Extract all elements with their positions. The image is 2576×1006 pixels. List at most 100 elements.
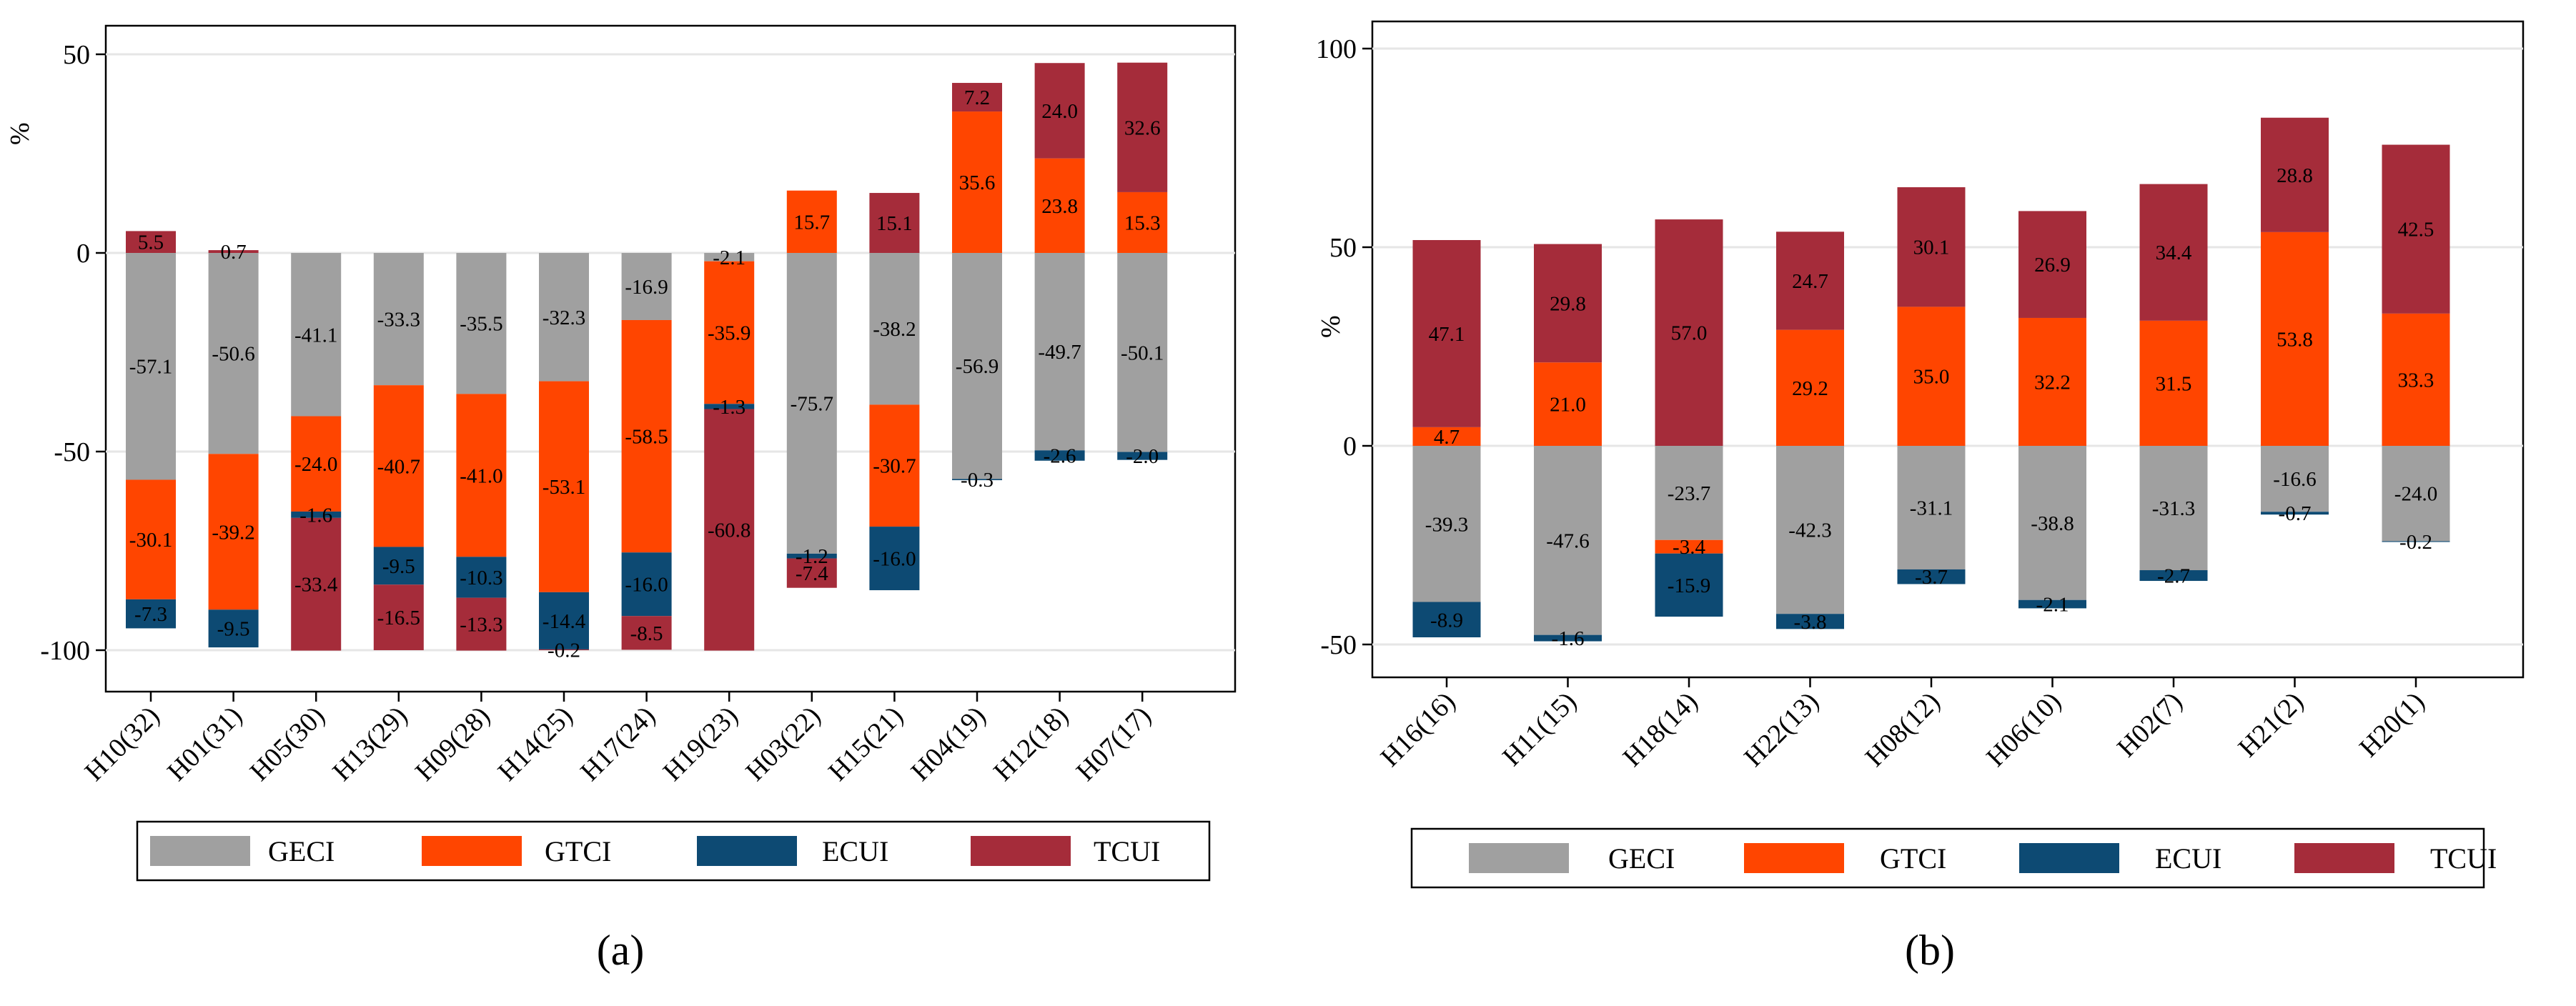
x-tick-label: H05(30) [244, 701, 331, 787]
bar-geci [2018, 446, 2086, 600]
y-axis-label: % [1316, 315, 1346, 338]
y-tick-label: -50 [1320, 630, 1357, 660]
data-label: -3.4 [1673, 536, 1705, 559]
bar-geci [786, 253, 837, 554]
y-axis-label: % [5, 122, 35, 145]
x-tick-label: H01(31) [162, 701, 248, 787]
bar-geci [456, 253, 507, 394]
data-label: 32.6 [1124, 116, 1161, 139]
data-label: -1.3 [713, 396, 745, 419]
bar-ecui [2139, 570, 2208, 582]
bar-geci [1655, 446, 1723, 540]
data-label: -35.9 [708, 322, 750, 344]
data-label: -30.7 [873, 455, 916, 478]
legend: GECI GTCI ECUI TCUI [1410, 827, 2497, 889]
legend-label: GECI [268, 835, 335, 867]
data-label: -8.9 [1430, 609, 1463, 632]
data-label: 15.1 [876, 212, 913, 235]
data-label: -50.6 [212, 343, 254, 366]
bar-gtci [952, 111, 1002, 253]
data-label: -0.3 [961, 469, 994, 492]
data-label: 23.8 [1041, 195, 1078, 218]
data-label: -1.2 [796, 545, 828, 568]
bar-gtci [2261, 231, 2329, 446]
bar-geci [2261, 446, 2329, 512]
bar-tcui [1534, 244, 1602, 363]
bar-ecui [208, 609, 259, 648]
legend: GECI GTCI ECUI TCUI [136, 820, 1211, 882]
data-label: -53.1 [543, 476, 585, 499]
data-label: 15.3 [1124, 211, 1161, 234]
data-label: -2.1 [713, 246, 745, 269]
bar-geci [1776, 446, 1844, 614]
x-tick-label: H17(24) [575, 701, 661, 787]
x-tick-label: H22(13) [1738, 687, 1825, 773]
data-label: -23.7 [1668, 482, 1710, 505]
bar-ecui [952, 479, 1002, 481]
data-label: -9.5 [382, 555, 415, 578]
data-label: -0.2 [548, 639, 580, 662]
bar-tcui [126, 231, 176, 253]
bar-gtci [1412, 427, 1481, 446]
x-tick-label: H11(15) [1497, 687, 1582, 772]
data-label: -33.3 [377, 309, 420, 332]
data-label: 35.0 [1913, 366, 1950, 389]
x-tick-label: H04(19) [906, 701, 992, 787]
data-label: 35.6 [959, 171, 996, 194]
data-label: 31.5 [2156, 372, 2192, 395]
y-tick-label: 50 [1329, 233, 1357, 263]
panel-label: (b) [1905, 927, 1955, 974]
legend-label: ECUI [822, 835, 888, 867]
data-label: 24.0 [1041, 100, 1078, 123]
legend-label: TCUI [2430, 842, 2497, 875]
bar-geci [291, 253, 342, 417]
bar-gtci [373, 385, 424, 547]
chart-panel-b: 100 50 0 -50% -39.3 4.7 -8.9 47.1 H16(16) -47.6 21… [1316, 20, 2525, 974]
bar-tcui [1897, 187, 1966, 307]
data-label: 0.7 [220, 241, 246, 264]
data-label: -1.6 [299, 504, 332, 527]
data-label: 34.4 [2156, 241, 2192, 264]
legend-label: TCUI [1094, 835, 1160, 867]
legend-swatch-ecui [2019, 843, 2119, 873]
bar-gtci [621, 319, 672, 553]
bar-geci [952, 253, 1002, 479]
data-label: -60.8 [708, 519, 750, 542]
x-tick-label: H02(7) [2111, 687, 2188, 763]
data-label: -10.3 [460, 567, 502, 589]
legend-label: ECUI [2155, 842, 2221, 875]
bar-geci [704, 253, 755, 262]
x-tick-label: H20(1) [2354, 687, 2430, 763]
bar-ecui [1034, 450, 1085, 461]
data-label: -39.2 [212, 521, 254, 544]
data-label: -9.5 [217, 618, 250, 641]
legend-swatch-tcui [2294, 843, 2394, 873]
legend-swatch-gtci [1744, 843, 1844, 873]
data-label: -47.6 [1546, 529, 1589, 552]
x-tick-label: H07(17) [1071, 701, 1157, 787]
bar-ecui [621, 552, 672, 617]
bar-gtci [786, 190, 837, 253]
x-tick-label: H21(2) [2233, 687, 2309, 763]
x-tick-label: H03(22) [740, 701, 826, 787]
data-label: -8.5 [630, 622, 663, 645]
bar-tcui [539, 649, 589, 650]
bar-tcui [952, 83, 1002, 112]
bar-geci [1117, 253, 1168, 452]
bar-tcui [2261, 117, 2329, 232]
data-label: -16.0 [625, 574, 668, 597]
chart-panel-a: 50 0 -50 -100% -57.1 -30.1 -7.3 5.5 H10(32) -50.6… [5, 24, 1237, 974]
bar-tcui [208, 250, 259, 253]
data-label: -75.7 [791, 392, 833, 415]
data-label: -42.3 [1788, 519, 1831, 542]
panel-label: (a) [597, 927, 645, 974]
data-label: -33.4 [294, 574, 338, 597]
bar-gtci [1776, 329, 1844, 446]
data-label: -57.1 [129, 356, 172, 379]
data-label: -2.1 [2036, 594, 2069, 617]
x-tick-label: H13(29) [327, 701, 413, 787]
data-label: -38.2 [873, 318, 916, 341]
bar-ecui [1776, 614, 1844, 629]
bar-gtci [456, 394, 507, 557]
